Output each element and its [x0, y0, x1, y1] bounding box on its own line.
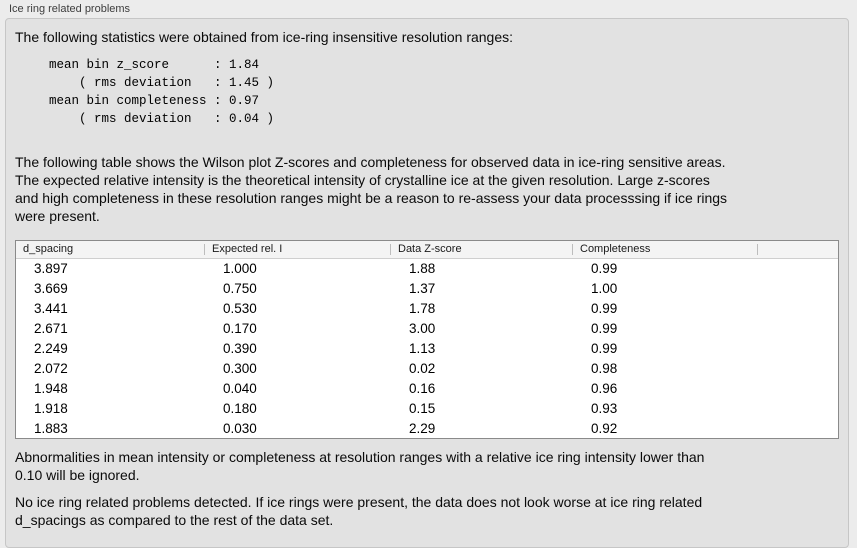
- column-header[interactable]: [758, 241, 838, 258]
- table-cell: 1.88: [409, 261, 436, 276]
- table-row[interactable]: 2.072 0.300 0.02 0.98: [16, 359, 838, 379]
- table-cell: 0.99: [591, 301, 618, 316]
- ignore-note: Abnormalities in mean intensity or compl…: [15, 449, 705, 483]
- table-row[interactable]: 3.669 0.750 1.37 1.00: [16, 279, 838, 299]
- description-text: The following table shows the Wilson plo…: [15, 154, 728, 224]
- table-cell: 0.02: [409, 361, 436, 376]
- table-cell: 1.13: [409, 341, 436, 356]
- column-header[interactable]: Data Z-score: [391, 241, 573, 258]
- table-cell: 1.78: [409, 301, 436, 316]
- table-cell: 0.300: [223, 361, 257, 376]
- table-cell: 0.390: [223, 341, 257, 356]
- table-cell: 2.671: [34, 321, 68, 336]
- stats-block: mean bin z_score : 1.84 ( rms deviation …: [49, 58, 275, 126]
- table-cell: 0.99: [591, 321, 618, 336]
- intro-text: The following statistics were obtained f…: [15, 29, 514, 45]
- table-cell: 2.29: [409, 421, 436, 436]
- table-cell: 1.00: [591, 281, 618, 296]
- table-cell: 1.883: [34, 421, 68, 436]
- column-header[interactable]: Expected rel. I: [205, 241, 391, 258]
- table-cell: 0.030: [223, 421, 257, 436]
- table-cell: 0.92: [591, 421, 618, 436]
- table-row[interactable]: 1.948 0.040 0.16 0.96: [16, 379, 838, 399]
- conclusion-text: No ice ring related problems detected. I…: [15, 494, 703, 528]
- table-row[interactable]: 2.671 0.170 3.00 0.99: [16, 319, 838, 339]
- table-cell: 2.072: [34, 361, 68, 376]
- table-cell: 1.918: [34, 401, 68, 416]
- ice-ring-groupbox: The following statistics were obtained f…: [5, 18, 849, 548]
- table-cell: 3.441: [34, 301, 68, 316]
- column-header[interactable]: Completeness: [573, 241, 758, 258]
- table-cell: 0.530: [223, 301, 257, 316]
- table-cell: 3.897: [34, 261, 68, 276]
- table-cell: 0.040: [223, 381, 257, 396]
- table-row[interactable]: 3.897 1.000 1.88 0.99: [16, 259, 838, 279]
- column-header[interactable]: d_spacing: [16, 241, 205, 258]
- table-cell: 0.96: [591, 381, 618, 396]
- table-cell: 0.170: [223, 321, 257, 336]
- table-header: d_spacing Expected rel. I Data Z-score Comp…: [16, 241, 838, 259]
- table-row[interactable]: 3.441 0.530 1.78 0.99: [16, 299, 838, 319]
- table-cell: 2.249: [34, 341, 68, 356]
- table-row[interactable]: 1.918 0.180 0.15 0.93: [16, 399, 838, 419]
- table-cell: 0.99: [591, 261, 618, 276]
- table-cell: 1.948: [34, 381, 68, 396]
- table-cell: 0.180: [223, 401, 257, 416]
- table-cell: 1.000: [223, 261, 257, 276]
- table-row[interactable]: 1.883 0.030 2.29 0.92: [16, 419, 838, 438]
- table-cell: 0.16: [409, 381, 436, 396]
- table-cell: 0.750: [223, 281, 257, 296]
- table-cell: 0.15: [409, 401, 436, 416]
- table-cell: 0.93: [591, 401, 618, 416]
- table-cell: 3.669: [34, 281, 68, 296]
- ice-ring-table: d_spacing Expected rel. I Data Z-score Comp…: [15, 240, 839, 439]
- table-cell: 3.00: [409, 321, 436, 336]
- table-cell: 0.98: [591, 361, 618, 376]
- table-cell: 1.37: [409, 281, 436, 296]
- table-row[interactable]: 2.249 0.390 1.13 0.99: [16, 339, 838, 359]
- table-body: 3.897 1.000 1.88 0.99 3.669 0.750 1.37 1.00 3.44…: [16, 259, 838, 438]
- panel-title: Ice ring related problems: [9, 3, 131, 15]
- table-cell: 0.99: [591, 341, 618, 356]
